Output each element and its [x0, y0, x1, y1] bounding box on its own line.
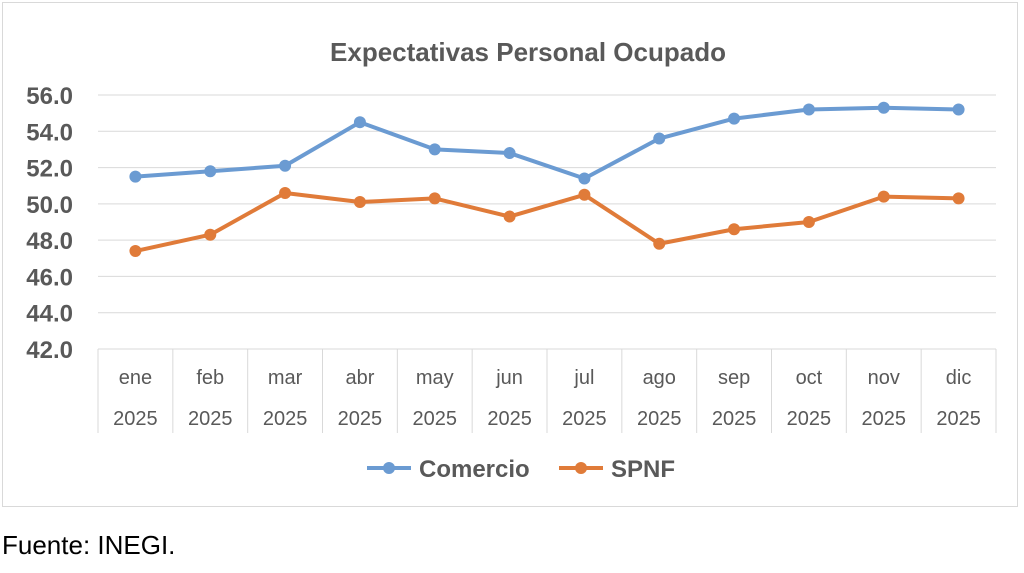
legend-marker-spnf: [575, 462, 587, 474]
data-point-comercio: [802, 103, 815, 116]
x-tick-label-month: jun: [495, 367, 523, 389]
data-point-comercio: [129, 170, 142, 183]
y-tick-label: 44.0: [26, 301, 73, 328]
x-tick-label-month: dic: [946, 367, 972, 389]
data-point-comercio: [279, 159, 292, 172]
data-point-spnf: [877, 190, 890, 203]
x-tick-label-year: 2025: [637, 408, 682, 430]
x-tick-label-month: ene: [119, 367, 152, 389]
x-tick-label-month: may: [416, 367, 454, 389]
chart-frame: Expectativas Personal Ocupado 42.0 44.0 46…: [2, 2, 1018, 507]
legend-label-comercio: Comercio: [419, 456, 530, 483]
x-tick-label-year: 2025: [413, 408, 458, 430]
x-tick-label-month: mar: [268, 367, 303, 389]
y-tick-label: 56.0: [26, 83, 73, 110]
y-tick-label: 52.0: [26, 156, 73, 183]
data-point-comercio: [728, 112, 741, 125]
x-tick-label-month: nov: [868, 367, 900, 389]
x-tick-label-month: ago: [643, 367, 676, 389]
data-point-spnf: [653, 237, 666, 250]
x-tick-label-year: 2025: [263, 408, 308, 430]
legend-label-spnf: SPNF: [611, 456, 675, 483]
x-tick-label-year: 2025: [188, 408, 233, 430]
series-line-comercio: [135, 105, 959, 181]
x-tick-label-year: 2025: [936, 408, 981, 430]
data-point-comercio: [503, 147, 516, 160]
data-point-spnf: [802, 216, 815, 228]
y-tick-label: 54.0: [26, 119, 73, 146]
source-note: Fuente: INEGI.: [2, 530, 176, 560]
data-point-comercio: [428, 143, 441, 156]
x-tick-label-year: 2025: [862, 408, 907, 430]
chart-svg: Expectativas Personal Ocupado 42.0 44.0 46…: [26, 37, 997, 483]
x-tick-label-year: 2025: [712, 408, 757, 430]
data-point-comercio: [653, 132, 666, 145]
data-point-spnf: [503, 210, 516, 223]
series-line-spnf: [134, 190, 959, 253]
x-tick-label-year: 2025: [113, 408, 158, 430]
data-point-spnf: [279, 186, 292, 199]
x-tick-label-year: 2025: [562, 408, 607, 430]
chart-title: Expectativas Personal Ocupado: [330, 37, 726, 67]
data-point-spnf: [728, 223, 741, 236]
y-tick-label: 50.0: [26, 192, 73, 219]
x-tick-label-month: feb: [196, 367, 224, 389]
x-tick-label-month: sep: [718, 367, 750, 389]
data-point-spnf: [428, 192, 441, 205]
data-point-spnf: [204, 228, 217, 241]
data-point-spnf: [129, 245, 142, 258]
y-tick-label: 48.0: [26, 228, 73, 255]
data-point-comercio: [578, 172, 591, 185]
legend-marker-comercio: [383, 462, 395, 474]
data-point-spnf: [353, 196, 366, 209]
x-tick-label-year: 2025: [487, 408, 532, 430]
x-tick-label-month: abr: [345, 367, 374, 389]
x-tick-label-month: oct: [796, 367, 823, 389]
x-tick-label-month: jul: [573, 367, 594, 389]
data-point-comercio: [204, 165, 217, 178]
data-point-comercio: [952, 103, 965, 116]
data-point-spnf: [578, 188, 591, 201]
y-tick-label: 42.0: [26, 337, 73, 364]
y-tick-label: 46.0: [26, 264, 73, 291]
data-point-comercio: [877, 101, 890, 114]
x-tick-label-year: 2025: [338, 408, 383, 430]
data-point-spnf: [952, 192, 965, 205]
x-tick-label-year: 2025: [787, 408, 832, 430]
data-point-comercio: [353, 116, 366, 129]
